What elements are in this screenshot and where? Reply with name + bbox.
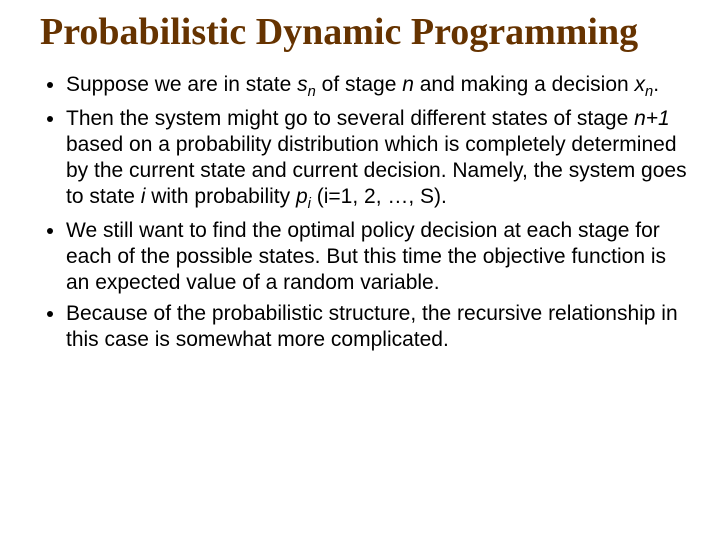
slide: Probabilistic Dynamic Programming Suppos… — [0, 0, 720, 540]
slide-title: Probabilistic Dynamic Programming — [30, 10, 690, 54]
text: Suppose we are in state — [66, 73, 297, 96]
text: (i=1, 2, …, S). — [311, 185, 447, 208]
var-p: p — [296, 185, 308, 208]
text: of stage — [316, 73, 402, 96]
text: . — [653, 73, 659, 96]
list-item: Because of the probabilistic structure, … — [66, 301, 690, 354]
var-n: n — [402, 73, 414, 96]
text: We still want to find the optimal policy… — [66, 219, 666, 295]
list-item: We still want to find the optimal policy… — [66, 218, 690, 297]
var-s: s — [297, 73, 308, 96]
var-np1: n+1 — [634, 107, 670, 130]
sub-n: n — [308, 84, 316, 100]
list-item: Then the system might go to several diff… — [66, 106, 690, 214]
var-x: x — [635, 73, 646, 96]
text: Because of the probabilistic structure, … — [66, 302, 678, 351]
bullet-list: Suppose we are in state sn of stage n an… — [30, 72, 690, 353]
sub-n: n — [645, 84, 653, 100]
text: and making a decision — [414, 73, 635, 96]
text: Then the system might go to several diff… — [66, 107, 634, 130]
list-item: Suppose we are in state sn of stage n an… — [66, 72, 690, 102]
text: with probability — [145, 185, 296, 208]
